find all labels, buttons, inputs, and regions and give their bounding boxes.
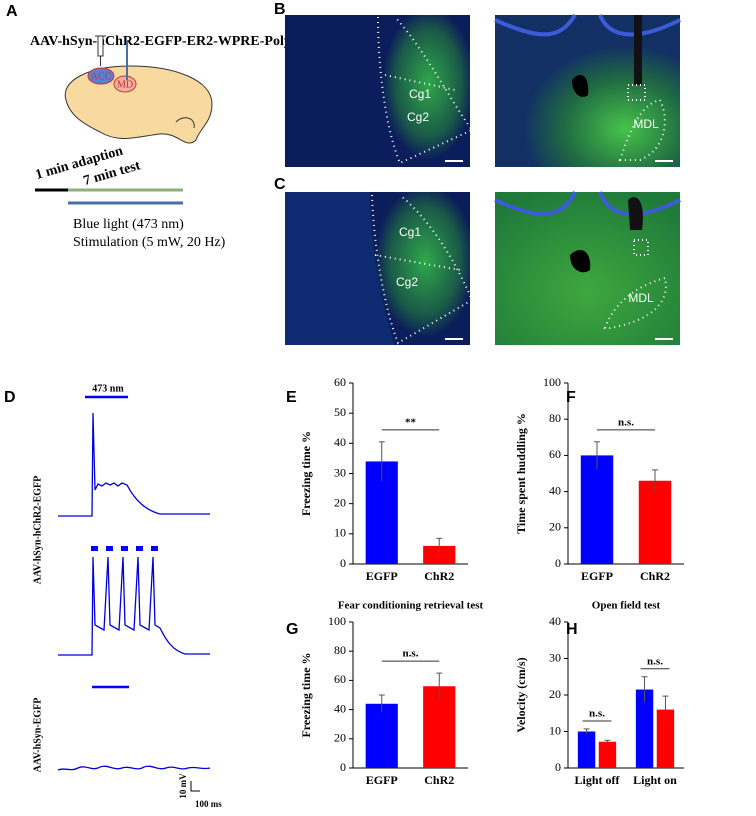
pulse-markers xyxy=(91,546,158,551)
x-tick-label: EGFP xyxy=(581,569,613,583)
bar xyxy=(598,741,617,768)
panel-label: E xyxy=(286,389,297,406)
y-tick-label: 60 xyxy=(334,375,346,389)
x-tick-label: ChR2 xyxy=(640,569,670,583)
syringe xyxy=(95,35,106,66)
trace xyxy=(57,765,211,771)
significance-label: n.s. xyxy=(589,707,605,719)
panel-label: B xyxy=(274,1,286,18)
y-axis-label: Freezing time % xyxy=(299,652,313,737)
y-tick-label: 30 xyxy=(549,650,561,664)
panel-label: F xyxy=(566,389,576,406)
region-label: MDL xyxy=(628,291,654,305)
y-tick-label: 0 xyxy=(340,556,346,570)
md-region xyxy=(113,75,137,93)
x-tick-label: Light on xyxy=(633,773,677,787)
bar xyxy=(423,686,456,768)
panel-label: G xyxy=(286,621,298,638)
y-tick-label: 20 xyxy=(549,520,561,534)
region-label: MD xyxy=(117,79,133,90)
region-label: Cg1 xyxy=(399,225,421,239)
y-tick-label: 100 xyxy=(543,375,561,389)
y-tick-label: 0 xyxy=(555,760,561,774)
bar xyxy=(656,709,675,768)
panel-label: D xyxy=(4,389,16,406)
trace xyxy=(58,412,210,517)
bar xyxy=(635,689,654,768)
y-tick-label: 20 xyxy=(334,495,346,509)
scale-label: 100 ms xyxy=(195,799,222,809)
histology-image: MDL xyxy=(494,13,681,167)
y-tick-label: 40 xyxy=(334,435,346,449)
scale-bar xyxy=(190,781,200,792)
y-tick-label: 40 xyxy=(549,483,561,497)
trace xyxy=(58,556,210,656)
y-tick-label: 100 xyxy=(328,614,346,628)
significance-label: n.s. xyxy=(647,655,663,667)
y-tick-label: 60 xyxy=(549,447,561,461)
y-tick-label: 0 xyxy=(340,760,346,774)
bar xyxy=(580,455,614,564)
scale-label: 10 mV xyxy=(178,773,188,799)
histology-image: Cg1 Cg2 xyxy=(285,15,474,167)
brain xyxy=(64,65,213,144)
region-label: Cg2 xyxy=(396,275,418,289)
x-tick-label: ChR2 xyxy=(424,569,454,583)
significance-label: n.s. xyxy=(618,416,634,428)
y-tick-label: 50 xyxy=(334,405,346,419)
y-tick-label: 0 xyxy=(555,556,561,570)
significance-label: n.s. xyxy=(403,648,419,660)
y-tick-label: 20 xyxy=(549,687,561,701)
histology-image: Cg1 Cg2 xyxy=(285,192,474,345)
acc-region xyxy=(87,67,115,85)
bar xyxy=(423,545,456,564)
histology-image: MDL xyxy=(494,191,681,345)
y-tick-label: 20 xyxy=(334,731,346,745)
y-axis-label: Time spent huddling % xyxy=(514,413,528,534)
region-label: Cg1 xyxy=(409,87,431,101)
region-label: ACC xyxy=(91,71,112,82)
panel-label: A xyxy=(6,3,18,20)
y-tick-label: 10 xyxy=(549,723,561,737)
y-axis-label: Freezing time % xyxy=(299,431,313,516)
y-axis-label: Velocity (cm/s) xyxy=(514,657,528,732)
y-tick-label: 30 xyxy=(334,465,346,479)
trace-label: AAV-hSyn-EGFP xyxy=(32,698,43,773)
y-tick-label: 80 xyxy=(549,411,561,425)
region-label: Cg2 xyxy=(407,110,429,124)
light-label: Blue light (473 nm) xyxy=(73,217,184,232)
x-tick-label: Light off xyxy=(575,773,621,787)
y-tick-label: 10 xyxy=(334,526,346,540)
light-label: 473 nm xyxy=(92,383,124,394)
y-tick-label: 40 xyxy=(549,614,561,628)
bar xyxy=(577,731,596,768)
cerebellum-line xyxy=(175,117,195,129)
significance-label: ** xyxy=(405,416,417,428)
bar xyxy=(638,480,672,564)
y-tick-label: 60 xyxy=(334,672,346,686)
x-tick-label: EGFP xyxy=(366,773,398,787)
panel-label: H xyxy=(566,621,578,638)
y-tick-label: 80 xyxy=(334,643,346,657)
chart-title: Open field test xyxy=(592,600,661,612)
chart-title: Fear conditioning retrieval test xyxy=(338,600,484,612)
y-tick-label: 40 xyxy=(334,701,346,715)
trace-label: AAV-hSyn-hChR2-EGFP xyxy=(32,476,43,585)
x-tick-label: EGFP xyxy=(366,569,398,583)
bar xyxy=(365,703,398,768)
stim-label: Stimulation (5 mW, 20 Hz) xyxy=(73,235,226,250)
virus-label: AAV-hSyn-hChR2-EGFP-ER2-WPRE-PolyA xyxy=(30,34,302,49)
region-label: MDL xyxy=(633,117,659,131)
x-tick-label: ChR2 xyxy=(424,773,454,787)
panel-label: C xyxy=(274,176,286,193)
